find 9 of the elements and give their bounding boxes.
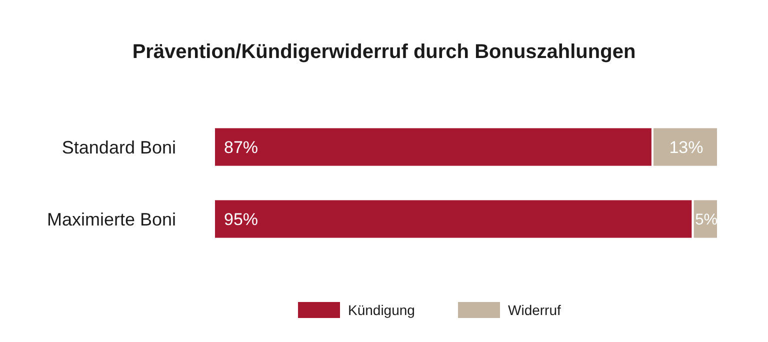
legend-label: Kündigung — [348, 302, 415, 318]
data-label: 5% — [695, 211, 718, 228]
data-label: 95% — [224, 210, 258, 229]
legend-label: Widerruf — [508, 302, 562, 318]
y-tick-label: Standard Boni — [62, 137, 176, 158]
y-tick-label: Maximierte Boni — [46, 209, 176, 230]
data-label: 13% — [669, 138, 704, 157]
chart-title: Prävention/Kündigerwiderruf durch Bonuszahlungen — [132, 41, 636, 63]
data-label: 87% — [224, 138, 258, 157]
